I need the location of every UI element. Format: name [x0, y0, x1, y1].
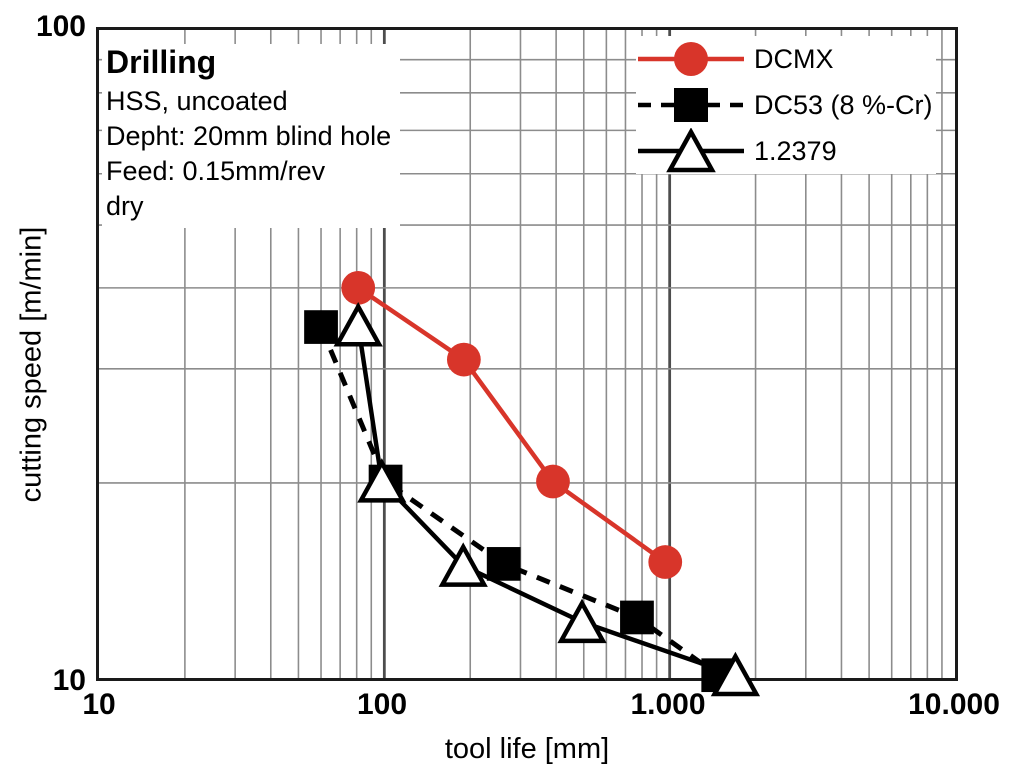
legend-item-dc53: DC53 (8 %-Cr) — [636, 82, 936, 128]
legend-marker-triangle-icon — [636, 128, 746, 174]
legend-label-dc53: DC53 (8 %-Cr) — [754, 89, 933, 120]
annotation-line-material: HSS, uncoated — [106, 85, 288, 116]
x-tick-10000: 10.000 — [908, 688, 1000, 721]
annotation-block: Drilling HSS, uncoated Depht: 20mm blind… — [102, 44, 400, 229]
y-tick-10: 10 — [52, 664, 86, 697]
data-series-layer — [304, 271, 761, 697]
annotation-line-feed: Feed: 0.15mm/rev — [106, 155, 326, 186]
annotation-line-coolant: dry — [106, 191, 144, 222]
legend-marker-circle-icon — [636, 36, 746, 82]
legend-marker-square-icon — [636, 82, 746, 128]
legend-label-12379: 1.2379 — [754, 135, 837, 166]
x-tick-1000: 1.000 — [630, 688, 706, 721]
legend-item-dcmx: DCMX — [636, 36, 936, 82]
x-tick-100: 100 — [356, 688, 408, 721]
y-axis-title: cutting speed [m/min] — [15, 226, 48, 503]
y-tick-100: 100 — [35, 10, 86, 43]
legend: DCMX DC53 (8 %-Cr) 1.2379 — [636, 36, 936, 174]
x-tick-10: 10 — [82, 688, 116, 721]
legend-label-dcmx: DCMX — [754, 43, 834, 74]
x-axis-title: tool life [mm] — [444, 733, 610, 765]
legend-item-12379: 1.2379 — [636, 128, 936, 174]
annotation-line-depth: Depht: 20mm blind hole — [106, 120, 392, 151]
chart-title: Drilling — [106, 44, 217, 80]
